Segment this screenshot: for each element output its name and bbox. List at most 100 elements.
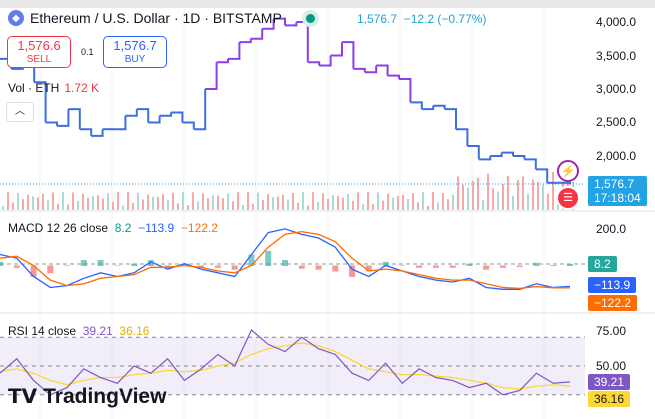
price-line-segment xyxy=(501,151,514,156)
price-line-segment xyxy=(444,108,457,130)
volume-bar xyxy=(102,198,104,210)
sell-button[interactable]: 1,576.6 SELL xyxy=(7,36,71,68)
price-line-segment xyxy=(433,104,446,110)
lightning-event-icon[interactable]: ⚡ xyxy=(557,160,579,182)
volume-bar xyxy=(402,194,404,210)
volume-bar xyxy=(27,194,29,210)
macd-histogram-bar xyxy=(399,265,406,267)
buy-label: BUY xyxy=(124,54,146,65)
volume-bar xyxy=(312,192,314,210)
volume-bar xyxy=(427,205,429,210)
macd-histogram-bar xyxy=(349,265,356,277)
macd-histogram-bar xyxy=(382,261,389,267)
price-line-segment xyxy=(535,168,549,183)
volume-bar xyxy=(422,192,424,210)
volume-bar xyxy=(407,198,409,210)
volume-bar xyxy=(227,193,229,210)
macd-histogram-bar xyxy=(332,265,339,272)
price-line-segment xyxy=(45,121,58,126)
sell-label: SELL xyxy=(26,54,52,65)
volume-bar xyxy=(157,196,159,210)
price-line-segment xyxy=(273,17,286,26)
volume-bar xyxy=(82,193,84,210)
volume-bar xyxy=(382,200,384,210)
volume-bar xyxy=(467,187,469,210)
macd-histogram-bar xyxy=(550,265,557,267)
price-line-segment xyxy=(171,111,184,123)
buy-button[interactable]: 1,576.7 BUY xyxy=(103,36,167,68)
last-price: 1,576.7 xyxy=(357,12,398,26)
macd-histogram-bar xyxy=(114,265,121,267)
volume-bar xyxy=(377,192,379,210)
macd-histogram-bar xyxy=(449,265,456,268)
volume-bar xyxy=(362,204,364,210)
volume-bar xyxy=(237,192,239,210)
rsi-tick: 75.00 xyxy=(596,324,627,338)
volume-bar xyxy=(147,194,149,210)
volume-bar xyxy=(372,204,374,210)
price-line-segment xyxy=(342,41,355,69)
last-price-tag: 1,576.7 17:18:04 xyxy=(588,176,647,206)
macd-histogram-bar xyxy=(499,265,506,268)
volume-bar xyxy=(72,192,74,210)
volume-bar xyxy=(547,193,549,210)
volume-bar xyxy=(472,180,474,210)
macd-histogram-bar xyxy=(47,265,54,274)
volume-bar xyxy=(387,193,389,210)
symbol-title[interactable]: ◆ Ethereum / U.S. Dollar · 1D · BITSTAMP xyxy=(8,10,315,26)
volume-bar xyxy=(447,199,449,210)
us-flag-event-icon[interactable]: ☰ xyxy=(556,186,580,210)
volume-bar xyxy=(442,192,444,210)
tradingview-logo[interactable]: 𝗧𝗩 TradingView xyxy=(8,384,166,409)
price-line-segment xyxy=(239,38,252,44)
volume-bar xyxy=(17,193,19,210)
collapse-legend-button[interactable]: ︿ xyxy=(6,102,34,122)
volume-bar xyxy=(357,192,359,210)
macd-line xyxy=(0,228,571,290)
price-line-segment xyxy=(490,152,503,157)
volume-bar xyxy=(252,203,254,210)
rsi-label: RSI 14 close xyxy=(8,324,77,338)
volume-bar xyxy=(517,180,519,210)
volume-bar xyxy=(177,203,179,210)
rsi-tag: 39.21 xyxy=(588,374,631,390)
price-line-segment xyxy=(159,112,172,117)
macd-signal-value: −122.2 xyxy=(180,221,218,235)
volume-bar xyxy=(497,191,499,210)
volume-bar xyxy=(187,205,189,210)
macd-histogram-bar xyxy=(416,265,423,268)
macd-histogram-bar xyxy=(432,265,439,268)
macd-hist-tag: 8.2 xyxy=(588,256,617,272)
volume-bar xyxy=(532,179,534,210)
price-line-segment xyxy=(387,74,400,79)
volume-bar xyxy=(322,193,324,210)
volume-bar xyxy=(487,173,489,210)
volume-bar xyxy=(417,202,419,210)
volume-bar xyxy=(482,200,484,210)
volume-bar xyxy=(302,192,304,210)
macd-tag: −113.9 xyxy=(588,277,637,293)
macd-histogram-bar xyxy=(181,263,188,267)
tv-logo-icon: 𝗧𝗩 xyxy=(8,386,38,408)
price-line-segment xyxy=(125,109,138,117)
volume-bar xyxy=(432,192,434,210)
macd-value: −113.9 xyxy=(138,221,175,235)
price-line-segment xyxy=(330,42,343,57)
volume-bar xyxy=(207,198,209,210)
volume-bar xyxy=(262,200,264,210)
volume-bar xyxy=(412,193,414,210)
volume-bar xyxy=(257,192,259,210)
volume-bar xyxy=(367,192,369,210)
macd-histogram-bar xyxy=(164,265,171,268)
macd-histogram-bar xyxy=(97,260,104,267)
macd-label: MACD 12 26 close xyxy=(8,221,109,235)
volume-bar xyxy=(277,196,279,210)
volume-bar xyxy=(182,192,184,210)
volume-value: 1.72 K xyxy=(64,81,100,95)
macd-histogram-bar xyxy=(131,263,138,267)
volume-bar xyxy=(57,203,59,210)
volume-bar xyxy=(152,196,154,210)
price-line-segment xyxy=(262,18,275,30)
volume-bar xyxy=(137,192,139,210)
